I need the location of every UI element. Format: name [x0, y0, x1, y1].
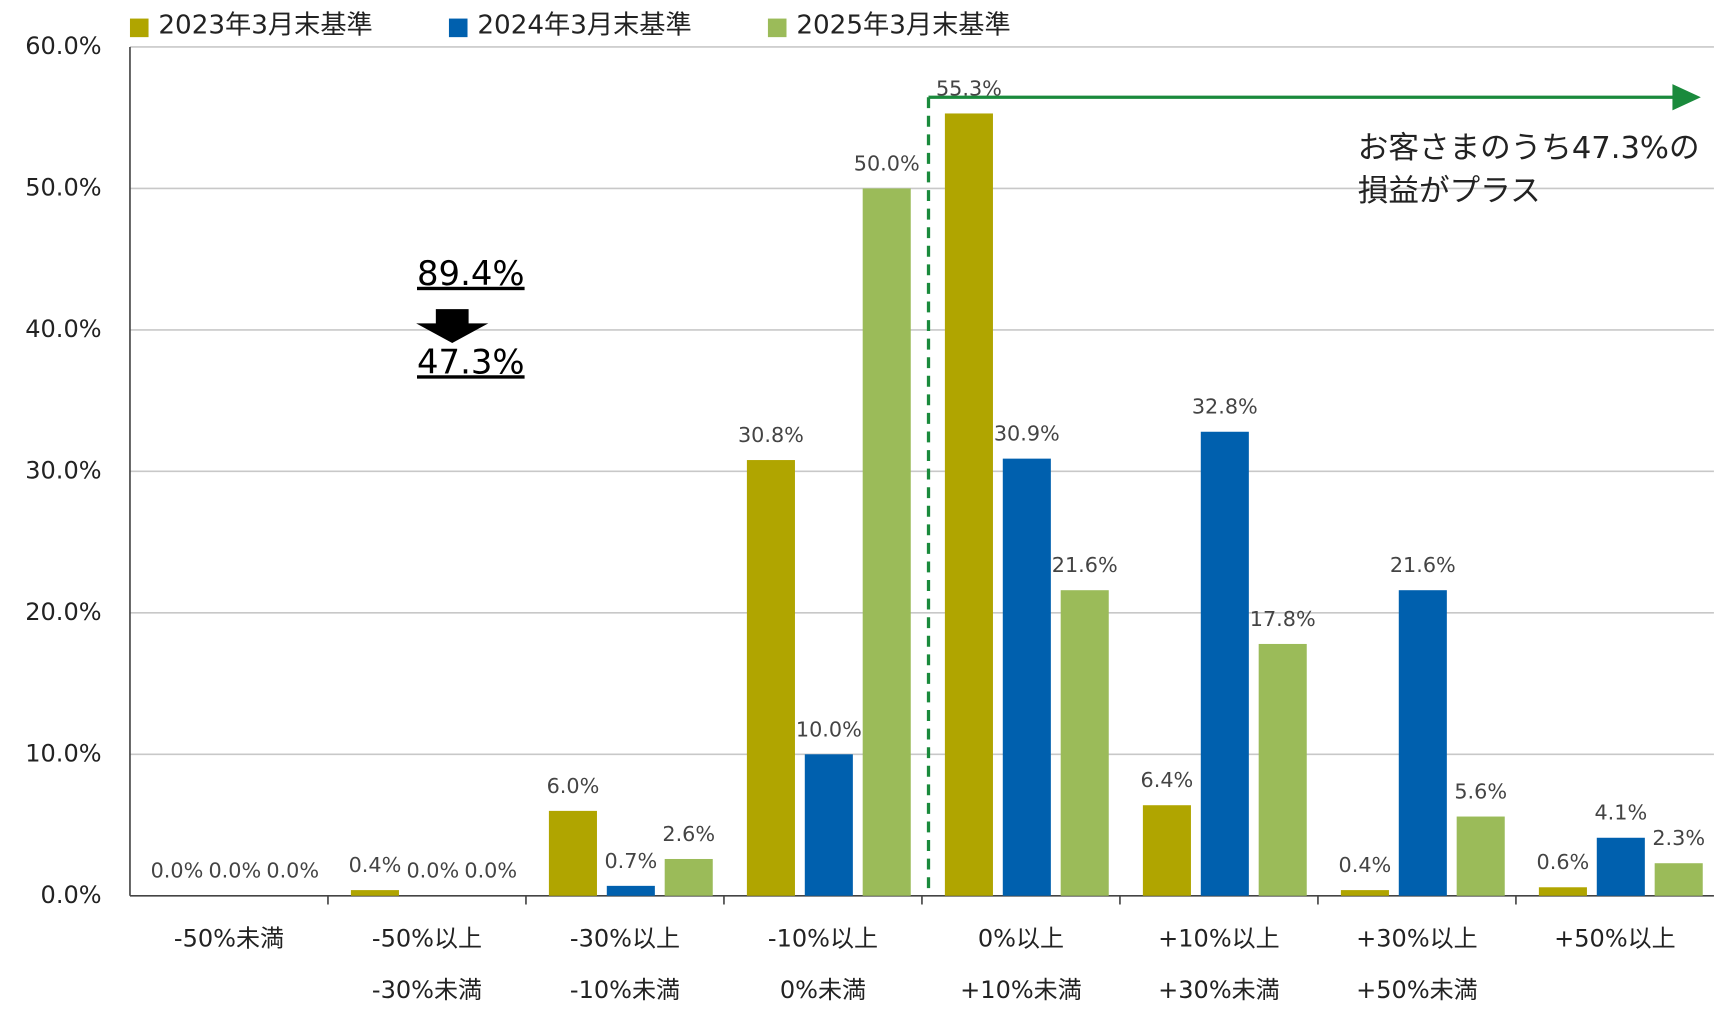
value-label: 0.4%	[349, 853, 402, 877]
annotation-after: 47.3%	[417, 342, 525, 381]
x-tick-label: -50%以上	[372, 924, 482, 952]
value-label: 4.1%	[1594, 801, 1647, 825]
legend-label: 2024年3月末基準	[477, 11, 691, 41]
down-arrow	[416, 309, 489, 344]
value-label: 2.3%	[1652, 826, 1705, 850]
y-tick-label: 0.0%	[41, 881, 102, 909]
x-tick-label: 0%以上	[978, 924, 1064, 952]
x-tick-label: +50%以上	[1554, 924, 1676, 952]
bar	[548, 810, 597, 896]
value-label: 21.6%	[1390, 553, 1456, 577]
x-tick-label: -30%未満	[372, 976, 482, 1004]
value-label: 0.7%	[604, 849, 657, 873]
x-tick-label: +10%以上	[1158, 924, 1280, 952]
value-label: 0.6%	[1537, 850, 1590, 874]
value-label: 0.0%	[208, 859, 261, 883]
bar	[1538, 887, 1587, 896]
bar	[1456, 816, 1505, 896]
legend-swatch	[448, 18, 468, 38]
x-tick-label: -10%未満	[570, 976, 680, 1004]
bar	[1258, 643, 1307, 896]
bar	[804, 754, 853, 896]
bar	[1002, 458, 1051, 896]
legend-label: 2023年3月末基準	[158, 11, 372, 41]
annotation-note: 損益がプラス	[1358, 174, 1541, 209]
x-tick-label: 0%未満	[780, 976, 866, 1004]
bar	[1596, 837, 1645, 896]
value-label: 30.8%	[738, 423, 804, 447]
x-tick-label: -50%未満	[174, 924, 284, 952]
value-label: 6.4%	[1141, 768, 1194, 792]
bar	[350, 890, 399, 896]
value-label: 21.6%	[1052, 553, 1118, 577]
y-tick-label: 50.0%	[25, 173, 101, 201]
legend-label: 2025年3月末基準	[796, 11, 1010, 41]
bar	[664, 858, 713, 896]
value-label: 0.0%	[464, 859, 517, 883]
bar	[944, 113, 993, 896]
bar	[1398, 590, 1447, 896]
y-tick-label: 40.0%	[25, 315, 101, 343]
annotation-note: お客さまのうち47.3%の	[1358, 131, 1700, 166]
value-label: 0.0%	[151, 859, 204, 883]
y-tick-label: 60.0%	[25, 32, 101, 60]
x-tick-label: +50%未満	[1356, 976, 1478, 1004]
value-label: 0.0%	[406, 859, 459, 883]
legend-swatch	[129, 18, 149, 38]
annotation-before: 89.4%	[417, 254, 525, 293]
x-tick-label: +10%未満	[960, 976, 1082, 1004]
x-tick-label: +30%以上	[1356, 924, 1478, 952]
value-label: 5.6%	[1454, 780, 1507, 804]
value-label: 32.8%	[1192, 395, 1258, 419]
bar	[1200, 431, 1249, 896]
bar	[606, 885, 655, 896]
value-label: 17.8%	[1250, 607, 1316, 631]
value-label: 0.4%	[1339, 853, 1392, 877]
value-label: 2.6%	[662, 822, 715, 846]
value-label: 55.3%	[936, 76, 1002, 100]
bar	[1340, 890, 1389, 896]
x-tick-label: -10%以上	[768, 924, 878, 952]
value-label: 30.9%	[994, 422, 1060, 446]
value-label: 6.0%	[547, 774, 600, 798]
y-tick-label: 10.0%	[25, 739, 101, 767]
bar	[1060, 590, 1109, 896]
x-tick-label: -30%以上	[570, 924, 680, 952]
arrow-head	[1672, 84, 1701, 111]
value-label: 10.0%	[796, 717, 862, 741]
bar	[746, 460, 795, 896]
legend-swatch	[767, 18, 787, 38]
value-label: 50.0%	[854, 151, 920, 175]
bar	[862, 188, 911, 896]
value-label: 0.0%	[266, 859, 319, 883]
y-tick-label: 30.0%	[25, 456, 101, 484]
y-tick-label: 20.0%	[25, 598, 101, 626]
bar	[1142, 805, 1191, 896]
bar	[1654, 863, 1703, 896]
x-tick-label: +30%未満	[1158, 976, 1280, 1004]
